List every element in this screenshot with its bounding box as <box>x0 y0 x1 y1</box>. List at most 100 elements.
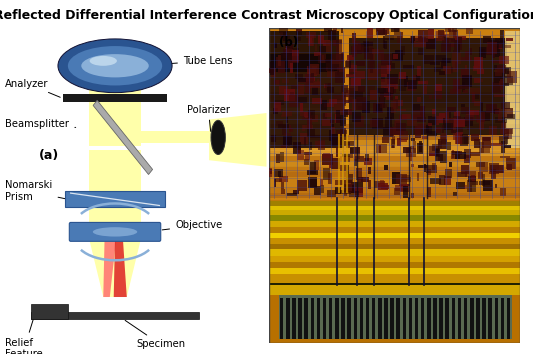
FancyBboxPatch shape <box>274 178 282 182</box>
FancyBboxPatch shape <box>443 35 446 38</box>
FancyBboxPatch shape <box>333 60 341 70</box>
FancyBboxPatch shape <box>300 110 304 116</box>
FancyBboxPatch shape <box>418 48 424 55</box>
FancyBboxPatch shape <box>432 114 439 117</box>
FancyBboxPatch shape <box>341 109 352 115</box>
FancyBboxPatch shape <box>269 188 520 193</box>
FancyBboxPatch shape <box>286 115 288 122</box>
FancyBboxPatch shape <box>298 97 307 103</box>
FancyBboxPatch shape <box>500 79 503 90</box>
FancyBboxPatch shape <box>304 152 310 160</box>
FancyBboxPatch shape <box>504 67 512 79</box>
FancyBboxPatch shape <box>455 62 458 70</box>
FancyBboxPatch shape <box>269 150 520 156</box>
FancyBboxPatch shape <box>270 68 273 73</box>
FancyBboxPatch shape <box>316 68 320 74</box>
FancyBboxPatch shape <box>63 95 167 102</box>
FancyBboxPatch shape <box>324 103 334 107</box>
FancyBboxPatch shape <box>383 36 385 48</box>
FancyBboxPatch shape <box>31 304 68 319</box>
FancyBboxPatch shape <box>344 180 352 192</box>
FancyBboxPatch shape <box>368 180 372 189</box>
FancyBboxPatch shape <box>346 189 356 193</box>
FancyBboxPatch shape <box>362 41 368 53</box>
FancyBboxPatch shape <box>396 174 407 184</box>
FancyBboxPatch shape <box>296 37 301 41</box>
FancyBboxPatch shape <box>354 147 360 159</box>
FancyBboxPatch shape <box>308 41 313 46</box>
FancyBboxPatch shape <box>395 96 398 99</box>
FancyBboxPatch shape <box>336 40 342 52</box>
FancyBboxPatch shape <box>345 61 351 68</box>
FancyBboxPatch shape <box>346 74 354 76</box>
FancyBboxPatch shape <box>293 142 301 154</box>
FancyBboxPatch shape <box>270 169 272 174</box>
FancyBboxPatch shape <box>341 298 345 339</box>
FancyBboxPatch shape <box>341 28 343 33</box>
Ellipse shape <box>81 54 149 78</box>
FancyBboxPatch shape <box>411 138 415 141</box>
FancyBboxPatch shape <box>465 65 467 72</box>
FancyBboxPatch shape <box>491 47 495 58</box>
FancyBboxPatch shape <box>285 35 290 48</box>
FancyBboxPatch shape <box>378 50 384 60</box>
FancyBboxPatch shape <box>488 40 492 48</box>
FancyBboxPatch shape <box>335 187 341 194</box>
FancyBboxPatch shape <box>297 149 304 160</box>
FancyBboxPatch shape <box>494 108 500 114</box>
FancyBboxPatch shape <box>441 133 447 144</box>
Text: Nomarski
Prism: Nomarski Prism <box>5 180 65 202</box>
FancyBboxPatch shape <box>455 152 466 159</box>
FancyBboxPatch shape <box>326 40 332 52</box>
FancyBboxPatch shape <box>438 141 442 148</box>
FancyBboxPatch shape <box>308 170 318 175</box>
FancyBboxPatch shape <box>280 33 283 40</box>
FancyBboxPatch shape <box>494 41 505 45</box>
FancyBboxPatch shape <box>451 150 455 159</box>
FancyBboxPatch shape <box>490 165 496 172</box>
FancyBboxPatch shape <box>435 84 442 91</box>
FancyBboxPatch shape <box>334 95 345 105</box>
FancyBboxPatch shape <box>354 115 364 127</box>
FancyBboxPatch shape <box>429 153 439 156</box>
FancyBboxPatch shape <box>305 32 316 38</box>
FancyBboxPatch shape <box>352 46 358 57</box>
FancyBboxPatch shape <box>364 158 372 165</box>
FancyBboxPatch shape <box>494 72 503 83</box>
FancyBboxPatch shape <box>436 127 441 133</box>
FancyBboxPatch shape <box>419 142 422 152</box>
FancyBboxPatch shape <box>342 92 346 104</box>
FancyBboxPatch shape <box>348 97 353 103</box>
FancyBboxPatch shape <box>400 184 410 186</box>
FancyBboxPatch shape <box>369 41 374 50</box>
FancyBboxPatch shape <box>463 90 468 93</box>
FancyBboxPatch shape <box>269 53 344 148</box>
FancyBboxPatch shape <box>436 116 439 125</box>
FancyBboxPatch shape <box>279 86 288 95</box>
FancyBboxPatch shape <box>492 82 500 93</box>
FancyBboxPatch shape <box>277 80 279 86</box>
FancyBboxPatch shape <box>462 104 465 107</box>
FancyBboxPatch shape <box>353 44 361 50</box>
FancyBboxPatch shape <box>292 56 299 63</box>
FancyBboxPatch shape <box>400 184 409 192</box>
Polygon shape <box>141 131 220 143</box>
Ellipse shape <box>58 39 172 93</box>
FancyBboxPatch shape <box>413 75 417 83</box>
Ellipse shape <box>211 120 225 154</box>
FancyBboxPatch shape <box>483 179 492 191</box>
FancyBboxPatch shape <box>274 80 280 84</box>
FancyBboxPatch shape <box>269 206 520 210</box>
FancyBboxPatch shape <box>309 35 314 46</box>
FancyBboxPatch shape <box>390 298 394 339</box>
FancyBboxPatch shape <box>504 108 513 118</box>
FancyBboxPatch shape <box>269 238 520 244</box>
FancyBboxPatch shape <box>470 111 474 117</box>
FancyBboxPatch shape <box>340 165 346 171</box>
FancyBboxPatch shape <box>309 179 317 188</box>
FancyBboxPatch shape <box>287 51 289 55</box>
FancyBboxPatch shape <box>276 154 280 163</box>
FancyBboxPatch shape <box>500 298 504 339</box>
FancyBboxPatch shape <box>430 178 441 183</box>
FancyBboxPatch shape <box>294 190 298 194</box>
